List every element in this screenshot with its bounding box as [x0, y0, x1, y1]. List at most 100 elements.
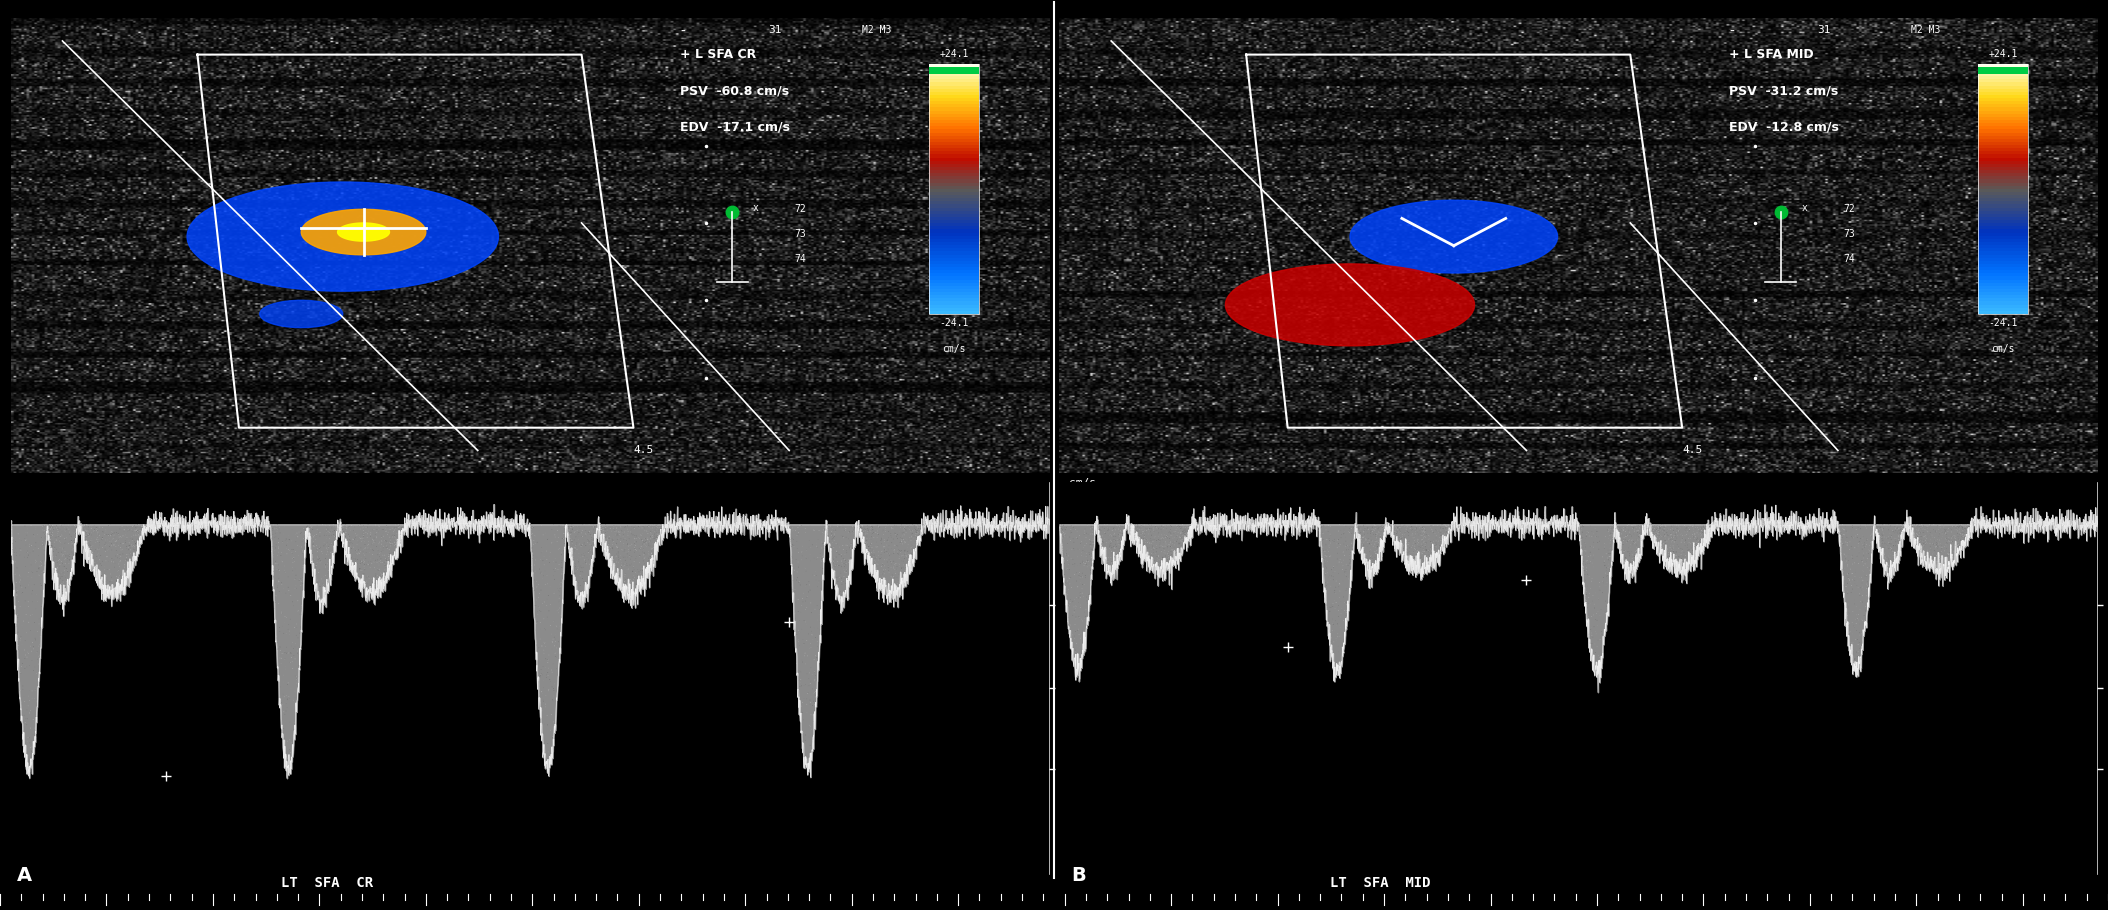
Point: [818, 559, 852, 573]
Point: [616, 557, 649, 571]
Point: [1324, 527, 1358, 541]
Point: [1102, 521, 1136, 536]
Point: [223, 515, 257, 530]
Point: [622, 521, 656, 536]
Point: [228, 517, 261, 531]
Point: [455, 508, 489, 522]
Point: [1149, 521, 1183, 536]
Point: [32, 517, 65, 531]
Point: [1280, 518, 1313, 532]
Point: [1710, 513, 1743, 528]
Point: [15, 538, 48, 552]
Point: [1102, 540, 1136, 554]
Point: [314, 545, 348, 560]
Point: [1840, 549, 1874, 563]
Point: [1018, 518, 1052, 532]
Point: [348, 561, 382, 576]
Point: [42, 564, 76, 579]
Point: [1737, 512, 1771, 527]
Point: [1834, 579, 1868, 593]
Point: [582, 517, 616, 531]
Point: [152, 517, 186, 531]
Point: [32, 519, 65, 533]
Point: [1463, 510, 1497, 524]
Point: [401, 517, 434, 531]
Point: [710, 517, 744, 531]
Point: [1876, 523, 1910, 538]
Point: [1056, 608, 1090, 622]
Point: [877, 554, 911, 569]
Point: [183, 524, 217, 539]
Point: [1098, 529, 1132, 543]
Point: [1155, 535, 1189, 550]
Point: [51, 549, 84, 563]
Point: [1098, 539, 1132, 553]
Point: [1208, 517, 1242, 531]
Point: [1701, 521, 1735, 536]
Point: [1050, 583, 1084, 598]
Point: [972, 517, 1006, 531]
Point: [1450, 517, 1484, 531]
Point: [1788, 518, 1821, 532]
Point: [795, 641, 828, 655]
Point: [228, 521, 261, 536]
Point: [226, 512, 259, 527]
Point: [1895, 524, 1929, 539]
Point: [1050, 561, 1084, 576]
Point: [375, 552, 409, 567]
Point: [204, 518, 238, 532]
Point: [251, 519, 285, 533]
Point: [318, 520, 352, 534]
Point: [1682, 537, 1716, 551]
Point: [1197, 511, 1231, 526]
Point: [1301, 516, 1334, 531]
Point: [1914, 541, 1948, 556]
Point: [1353, 524, 1387, 539]
Point: [112, 552, 145, 567]
Point: [160, 517, 194, 531]
Point: [1986, 517, 2019, 531]
Point: [295, 546, 329, 561]
Point: [171, 518, 204, 532]
Point: [900, 525, 934, 540]
Point: [906, 516, 940, 531]
Point: [1014, 520, 1048, 534]
Point: [1444, 516, 1478, 531]
Point: [1267, 517, 1301, 531]
Point: [1313, 536, 1347, 551]
Point: [438, 521, 472, 535]
Point: [993, 518, 1027, 532]
Point: [525, 718, 559, 733]
Point: [417, 518, 451, 532]
Point: [877, 575, 911, 590]
Point: [335, 551, 369, 565]
Point: [259, 633, 293, 648]
Point: [1398, 521, 1431, 536]
Point: [1134, 560, 1168, 574]
Point: [818, 570, 852, 584]
Point: [1501, 515, 1535, 530]
Point: [691, 520, 725, 534]
Point: [1121, 527, 1155, 541]
Point: [1143, 521, 1176, 536]
Point: [207, 516, 240, 531]
Point: [1783, 515, 1817, 530]
Point: [1920, 555, 1954, 570]
Point: [1138, 552, 1172, 567]
Point: [2009, 519, 2043, 533]
Point: [316, 547, 350, 561]
Point: [1062, 644, 1096, 659]
Point: [223, 520, 257, 534]
Point: [523, 651, 557, 665]
Point: [1760, 521, 1794, 536]
Point: [736, 523, 769, 538]
Point: [1745, 520, 1779, 534]
Point: [1134, 531, 1168, 546]
Point: [957, 518, 991, 532]
Point: [1794, 521, 1828, 536]
Point: [635, 531, 668, 546]
Point: [1613, 563, 1646, 578]
Point: [1583, 651, 1617, 665]
Point: [251, 518, 285, 532]
Point: [1170, 520, 1204, 534]
